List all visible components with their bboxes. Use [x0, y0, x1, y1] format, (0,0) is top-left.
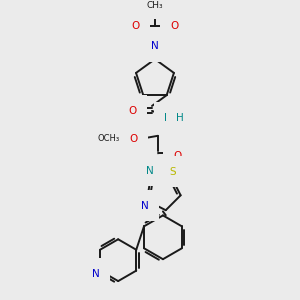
- Text: CH₃: CH₃: [147, 1, 163, 10]
- Text: OCH₃: OCH₃: [97, 134, 119, 143]
- Text: O: O: [171, 21, 179, 31]
- Text: O: O: [174, 151, 182, 161]
- Text: N: N: [151, 41, 159, 51]
- Text: O: O: [129, 134, 137, 144]
- Text: H: H: [176, 113, 184, 123]
- Text: O: O: [131, 21, 139, 31]
- Text: H: H: [135, 166, 143, 176]
- Text: O: O: [128, 106, 136, 116]
- Text: N: N: [92, 268, 100, 279]
- Text: N: N: [146, 166, 154, 176]
- Text: S: S: [170, 167, 176, 177]
- Text: N: N: [164, 113, 172, 123]
- Text: N: N: [141, 201, 149, 211]
